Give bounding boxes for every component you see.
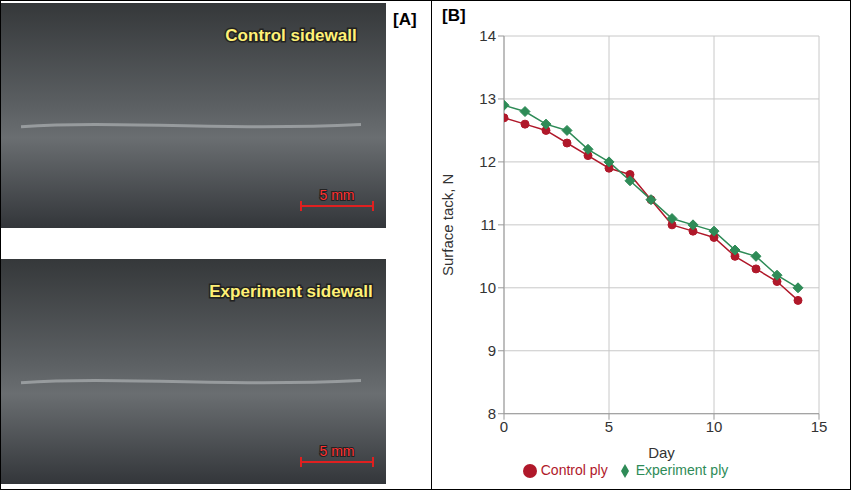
- svg-text:5 mm: 5 mm: [320, 443, 355, 459]
- html-text:Control ply: Control ply: [540, 461, 608, 478]
- svg-text:Control sidewall: Control sidewall: [225, 26, 356, 45]
- html-text:Experiment ply: Experiment ply: [635, 461, 729, 478]
- svg-text:14: 14: [479, 28, 496, 44]
- svg-text:Surface tack, N: Surface tack, N: [439, 174, 456, 277]
- svg-text:5: 5: [605, 418, 613, 435]
- svg-text:0: 0: [500, 418, 508, 435]
- svg-text:12: 12: [479, 153, 496, 170]
- svg-text:13: 13: [479, 90, 496, 107]
- svg-text:Experiment sidewall: Experiment sidewall: [209, 282, 372, 301]
- svg-text:8: 8: [488, 405, 496, 422]
- svg-text:10: 10: [479, 279, 496, 296]
- svg-text:9: 9: [488, 342, 496, 359]
- svg-text:Day: Day: [648, 444, 675, 461]
- svg-text:11: 11: [480, 216, 496, 233]
- svg-text:[A]: [A]: [393, 10, 417, 29]
- html-text:[B]: [B]: [442, 6, 466, 25]
- svg-text:5 mm: 5 mm: [320, 187, 355, 203]
- svg-text:10: 10: [706, 418, 723, 435]
- svg-text:15: 15: [811, 418, 828, 435]
